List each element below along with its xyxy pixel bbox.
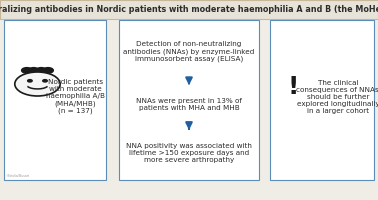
Text: The clinical
consequences of NNAs
should be further
explored longitudinally
in a: The clinical consequences of NNAs should… <box>296 80 378 114</box>
FancyBboxPatch shape <box>4 20 106 180</box>
Circle shape <box>15 72 60 96</box>
Text: ©Fotolia/Illusart: ©Fotolia/Illusart <box>6 174 30 178</box>
Circle shape <box>36 68 46 73</box>
Text: Detection of non-neutralizing
antibodies (NNAs) by enzyme-linked
immunosorbent a: Detection of non-neutralizing antibodies… <box>123 41 255 62</box>
Text: NNAs were present in 13% of
patients with MHA and MHB: NNAs were present in 13% of patients wit… <box>136 98 242 111</box>
Text: NNA positivity was associated with
lifetime >150 exposure days and
more severe a: NNA positivity was associated with lifet… <box>126 143 252 163</box>
Text: Non-neutralizing antibodies in Nordic patients with moderate haemophilia A and B: Non-neutralizing antibodies in Nordic pa… <box>0 5 378 14</box>
Circle shape <box>43 68 53 73</box>
Circle shape <box>28 68 39 73</box>
Text: Nordic patients
with moderate
haemophilia A/B
(MHA/MHB)
(n = 137): Nordic patients with moderate haemophili… <box>46 79 105 114</box>
FancyBboxPatch shape <box>0 0 378 19</box>
Text: !: ! <box>287 75 299 99</box>
Circle shape <box>28 80 32 82</box>
FancyBboxPatch shape <box>270 20 374 180</box>
Circle shape <box>43 80 47 82</box>
Circle shape <box>22 68 32 73</box>
FancyBboxPatch shape <box>119 20 259 180</box>
